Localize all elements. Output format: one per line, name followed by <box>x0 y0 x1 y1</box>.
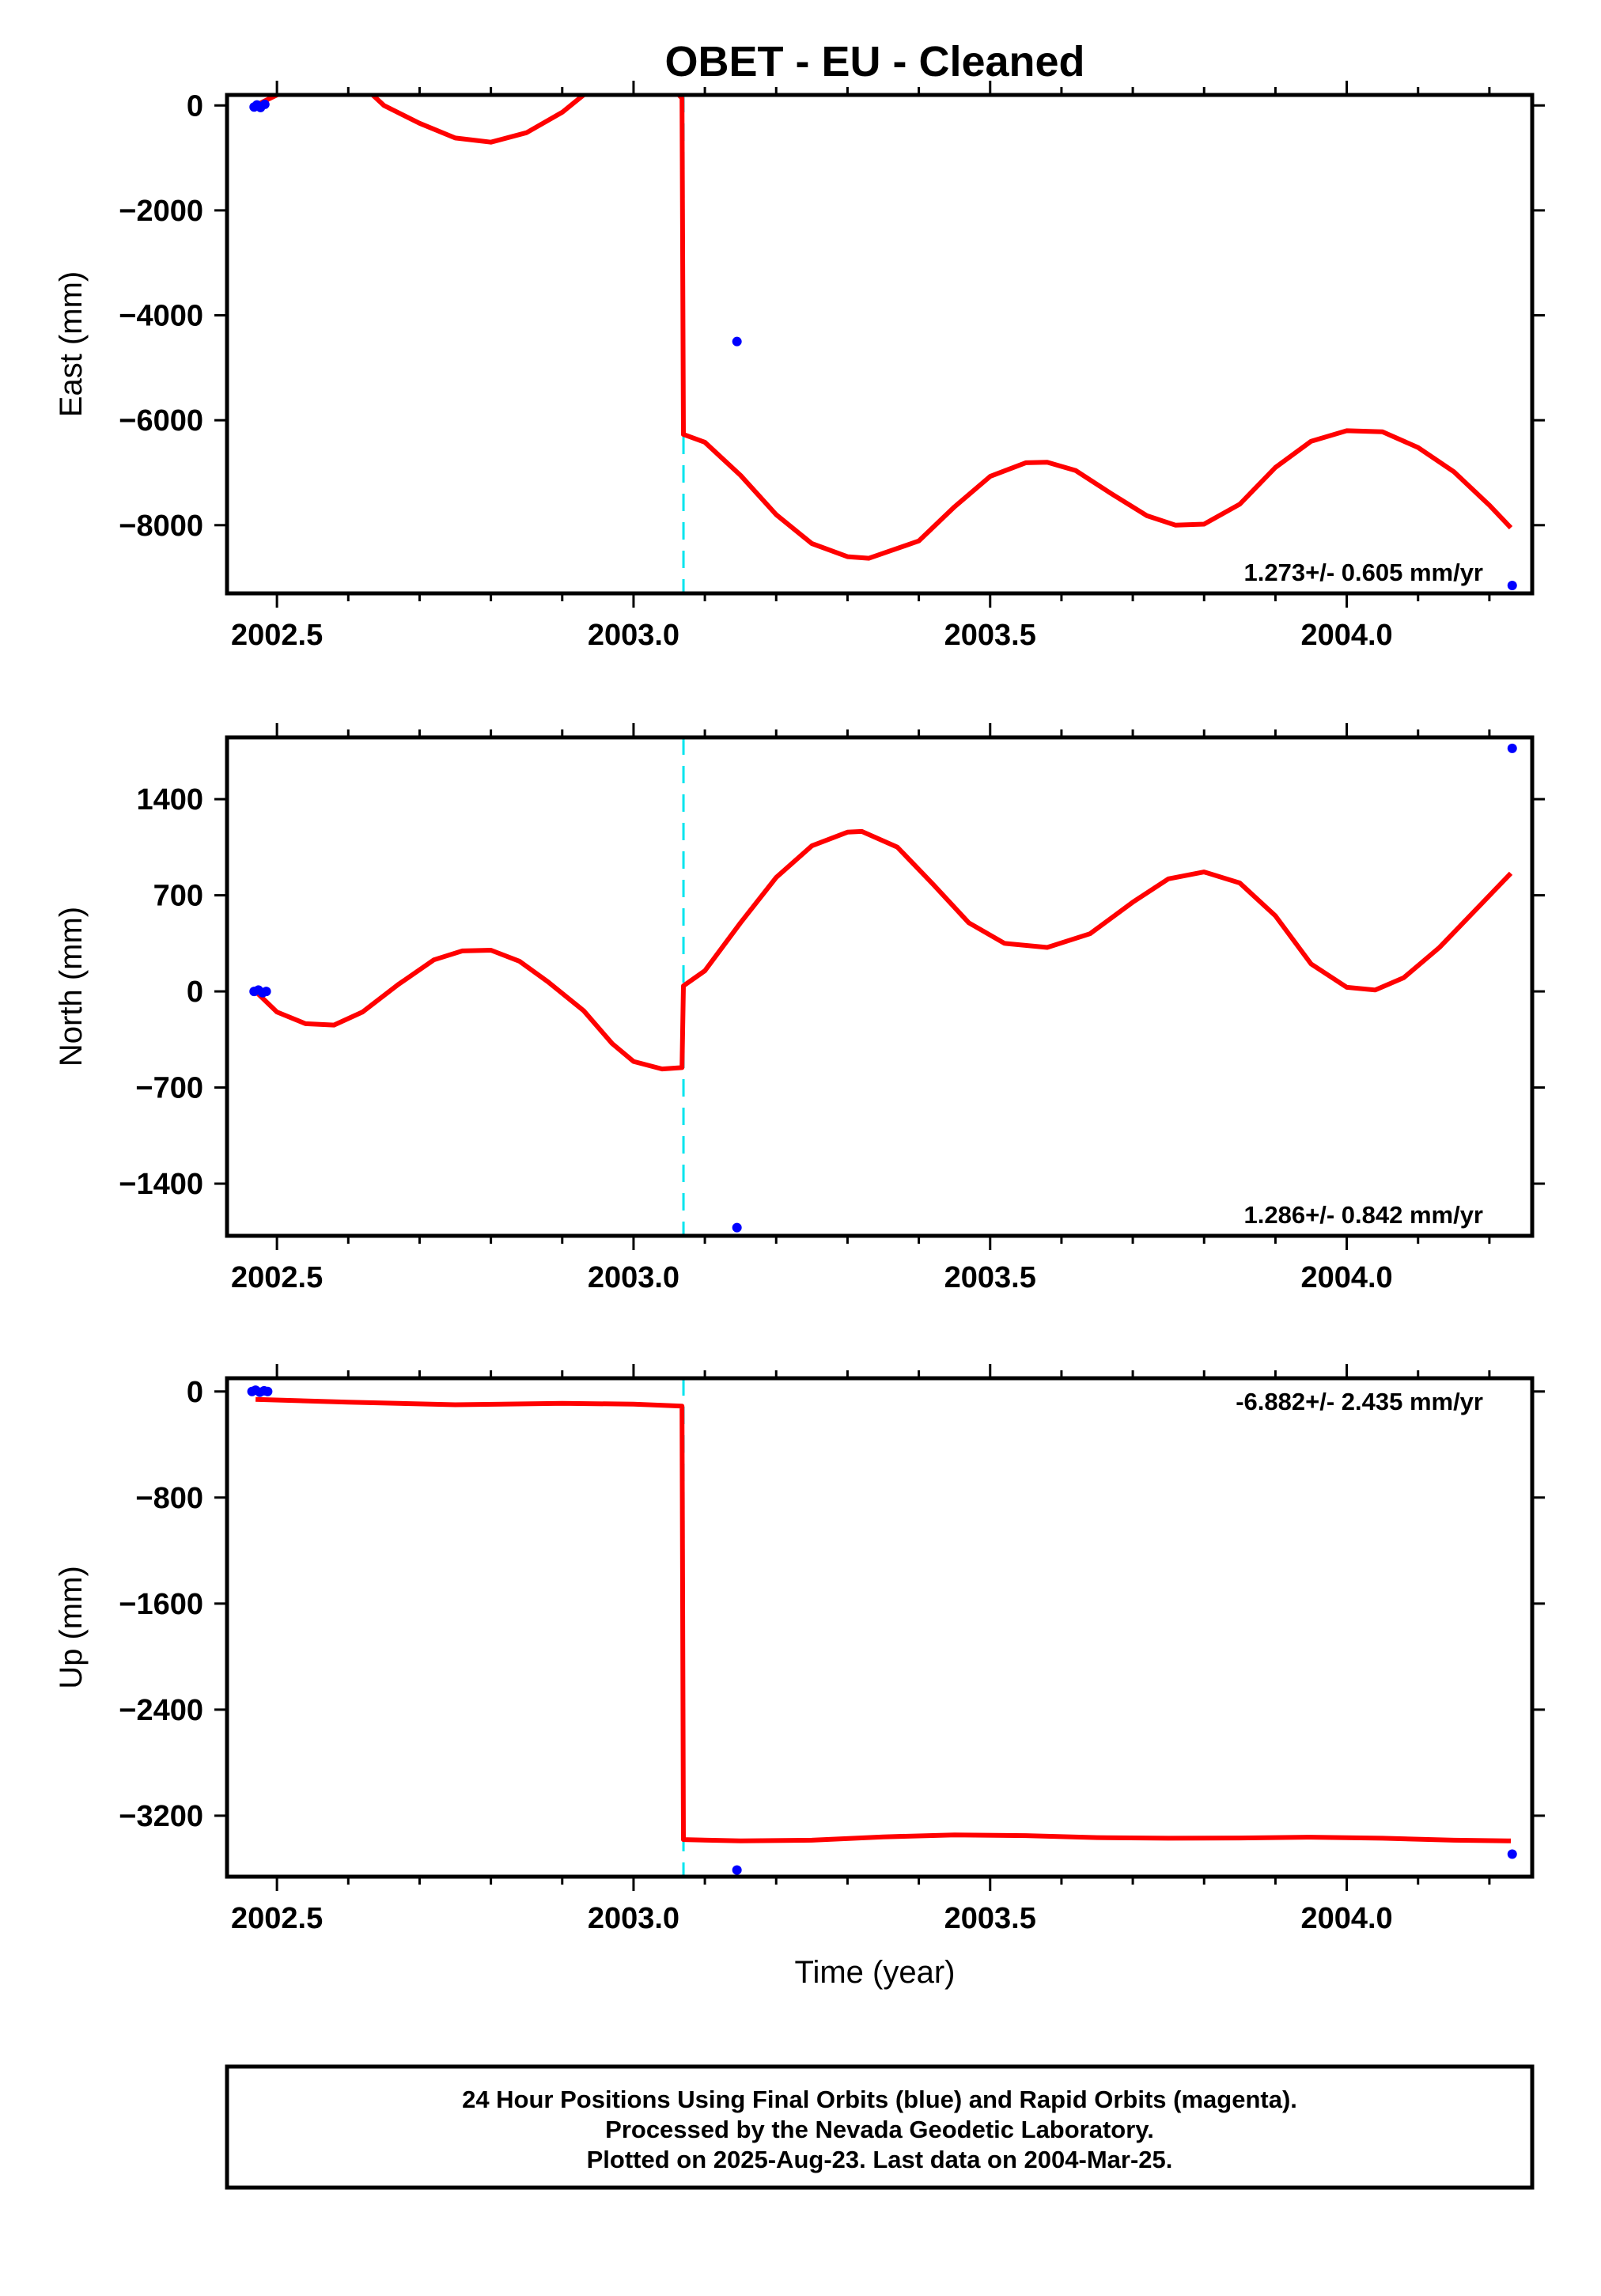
east-panel: 2002.5 2003.0 2003.5 2004.0 0 −2000 −4000 −6000… <box>54 81 1545 652</box>
footer-frame <box>225 2064 1535 2190</box>
north-x-tick-label: 2003.5 <box>944 1261 1036 1294</box>
footer-box: 24 Hour Positions Using Final Orbits (bl… <box>225 2064 1535 2190</box>
footer-line-1: 24 Hour Positions Using Final Orbits (bl… <box>462 2086 1297 2113</box>
up-x-tick-label: 2003.5 <box>944 1902 1036 1935</box>
up-x-tick-label: 2004.0 <box>1300 1902 1392 1935</box>
up-y-axis-label: Up (mm) <box>54 1566 89 1689</box>
east-rate-label: 1.273+/- 0.605 mm/yr <box>1244 559 1483 586</box>
up-y-tick-label: −1600 <box>119 1588 203 1621</box>
east-y-tick-label: 0 <box>187 89 203 123</box>
up-y-tick-label: 0 <box>187 1376 203 1409</box>
up-y-tick-label: −800 <box>135 1482 203 1515</box>
footer-line-3: Plotted on 2025-Aug-23. Last data on 200… <box>587 2146 1173 2173</box>
up-x-tick-label: 2002.5 <box>231 1902 323 1935</box>
east-x-tick-label: 2004.0 <box>1300 619 1392 652</box>
up-plot-frame <box>225 1376 1535 1879</box>
north-x-tick-label: 2003.0 <box>588 1261 679 1294</box>
north-plot-frame <box>225 735 1535 1238</box>
up-rate-label: -6.882+/- 2.435 mm/yr <box>1236 1388 1483 1415</box>
east-x-tick-label: 2003.5 <box>944 619 1036 652</box>
north-data-point <box>732 1222 742 1233</box>
east-model-line <box>254 95 1513 561</box>
east-x-tick-label: 2003.0 <box>588 619 679 652</box>
east-x-tick-label: 2002.5 <box>231 619 323 652</box>
up-x-tick-label: 2003.0 <box>588 1902 679 1935</box>
up-data-point <box>732 1865 742 1875</box>
up-y-tick-label: −3200 <box>119 1800 203 1833</box>
east-y-tick-label: −4000 <box>119 300 203 333</box>
north-panel: 2002.5 2003.0 2003.5 2004.0 1400 700 0 −700 −140… <box>54 723 1545 1294</box>
east-y-tick-label: −2000 <box>119 195 203 228</box>
east-data-point <box>259 99 270 109</box>
up-panel: 2002.5 2003.0 2003.5 2004.0 0 −800 −1600 −2400 −… <box>54 1364 1545 1935</box>
east-data-point <box>1507 581 1517 591</box>
east-y-axis-label: East (mm) <box>54 271 89 417</box>
up-model-line <box>255 1396 1512 1843</box>
north-x-tick-label: 2002.5 <box>231 1261 323 1294</box>
east-data-point <box>732 336 742 347</box>
north-y-axis-label: North (mm) <box>54 907 89 1067</box>
east-plot-frame <box>225 93 1535 596</box>
north-y-tick-label: 0 <box>187 976 203 1009</box>
north-y-tick-label: 1400 <box>136 783 203 816</box>
north-y-tick-label: −700 <box>135 1072 203 1105</box>
east-y-tick-label: −8000 <box>119 510 203 543</box>
east-y-tick-label: −6000 <box>119 404 203 438</box>
up-y-tick-label: −2400 <box>119 1694 203 1727</box>
north-y-tick-label: 700 <box>153 880 203 913</box>
north-model-line <box>254 828 1513 1072</box>
north-x-tick-label: 2004.0 <box>1300 1261 1392 1294</box>
figure-title: OBET - EU - Cleaned <box>664 38 1084 85</box>
north-data-point <box>261 987 271 997</box>
north-y-tick-label: −1400 <box>119 1168 203 1201</box>
up-data-point <box>1507 1849 1517 1859</box>
footer-line-2: Processed by the Nevada Geodetic Laborat… <box>605 2116 1154 2143</box>
up-data-point <box>263 1386 273 1396</box>
north-data-point <box>1507 743 1517 753</box>
x-axis-label: Time (year) <box>795 1955 956 1990</box>
north-rate-label: 1.286+/- 0.842 mm/yr <box>1244 1201 1483 1229</box>
